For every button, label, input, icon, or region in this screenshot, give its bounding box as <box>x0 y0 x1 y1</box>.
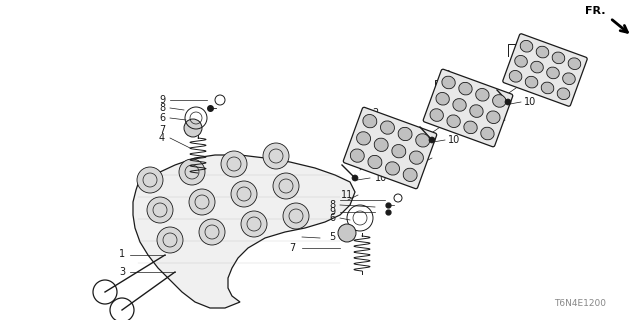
Circle shape <box>283 203 309 229</box>
Ellipse shape <box>356 132 371 145</box>
Ellipse shape <box>430 109 444 121</box>
Circle shape <box>231 181 257 207</box>
Text: 11: 11 <box>415 153 427 163</box>
FancyBboxPatch shape <box>423 69 513 147</box>
Circle shape <box>147 197 173 223</box>
Text: T6N4E1200: T6N4E1200 <box>554 299 606 308</box>
Ellipse shape <box>368 156 382 169</box>
Ellipse shape <box>486 111 500 124</box>
Circle shape <box>137 167 163 193</box>
Ellipse shape <box>436 92 449 105</box>
Ellipse shape <box>363 115 377 128</box>
Ellipse shape <box>531 61 543 73</box>
Ellipse shape <box>547 67 559 79</box>
Ellipse shape <box>536 46 548 58</box>
Text: FR.: FR. <box>586 6 606 16</box>
Ellipse shape <box>470 105 483 117</box>
Ellipse shape <box>557 88 570 100</box>
Text: 1: 1 <box>119 249 125 259</box>
Ellipse shape <box>493 95 506 107</box>
Ellipse shape <box>481 127 494 140</box>
Circle shape <box>221 151 247 177</box>
Text: 7: 7 <box>159 125 165 135</box>
Text: 2: 2 <box>518 34 524 44</box>
Ellipse shape <box>392 145 406 158</box>
Text: 2: 2 <box>444 70 450 80</box>
Ellipse shape <box>410 151 424 164</box>
Text: 3: 3 <box>119 267 125 277</box>
Text: 7: 7 <box>289 243 295 253</box>
Ellipse shape <box>447 115 460 127</box>
Text: 2: 2 <box>372 108 378 118</box>
Ellipse shape <box>525 76 538 88</box>
Text: 11: 11 <box>340 190 353 200</box>
Ellipse shape <box>515 55 527 67</box>
Circle shape <box>184 119 202 137</box>
Ellipse shape <box>403 168 417 181</box>
Text: 10: 10 <box>524 97 536 107</box>
Ellipse shape <box>380 121 394 134</box>
Ellipse shape <box>350 149 364 162</box>
Text: 12: 12 <box>375 158 387 168</box>
Circle shape <box>273 173 299 199</box>
Ellipse shape <box>464 121 477 134</box>
Text: 11: 11 <box>489 115 501 125</box>
Ellipse shape <box>416 134 429 147</box>
Text: 6: 6 <box>159 113 165 123</box>
Text: 12: 12 <box>524 83 536 93</box>
FancyBboxPatch shape <box>343 107 436 189</box>
Ellipse shape <box>552 52 564 64</box>
Text: 10: 10 <box>448 135 460 145</box>
Text: 5: 5 <box>329 232 335 242</box>
Circle shape <box>338 224 356 242</box>
Circle shape <box>241 211 267 237</box>
Circle shape <box>352 175 358 181</box>
Text: 8: 8 <box>159 103 165 113</box>
Text: 12: 12 <box>448 120 460 130</box>
Circle shape <box>263 143 289 169</box>
Ellipse shape <box>541 82 554 94</box>
Text: 10: 10 <box>375 173 387 183</box>
Text: 6: 6 <box>329 213 335 223</box>
Ellipse shape <box>385 162 399 175</box>
Circle shape <box>189 189 215 215</box>
Circle shape <box>157 227 183 253</box>
Text: 8: 8 <box>329 200 335 210</box>
Text: 4: 4 <box>159 133 165 143</box>
Text: 9: 9 <box>329 207 335 217</box>
Ellipse shape <box>568 58 580 69</box>
Polygon shape <box>133 155 355 308</box>
Circle shape <box>429 137 435 143</box>
Ellipse shape <box>453 99 466 111</box>
FancyBboxPatch shape <box>503 34 588 106</box>
Ellipse shape <box>563 73 575 84</box>
Circle shape <box>505 99 511 105</box>
Circle shape <box>179 159 205 185</box>
Ellipse shape <box>459 82 472 95</box>
Ellipse shape <box>520 40 533 52</box>
Text: 9: 9 <box>159 95 165 105</box>
Circle shape <box>199 219 225 245</box>
Ellipse shape <box>442 76 455 89</box>
Ellipse shape <box>398 127 412 140</box>
Ellipse shape <box>374 138 388 151</box>
Ellipse shape <box>509 70 522 82</box>
Ellipse shape <box>476 89 489 101</box>
